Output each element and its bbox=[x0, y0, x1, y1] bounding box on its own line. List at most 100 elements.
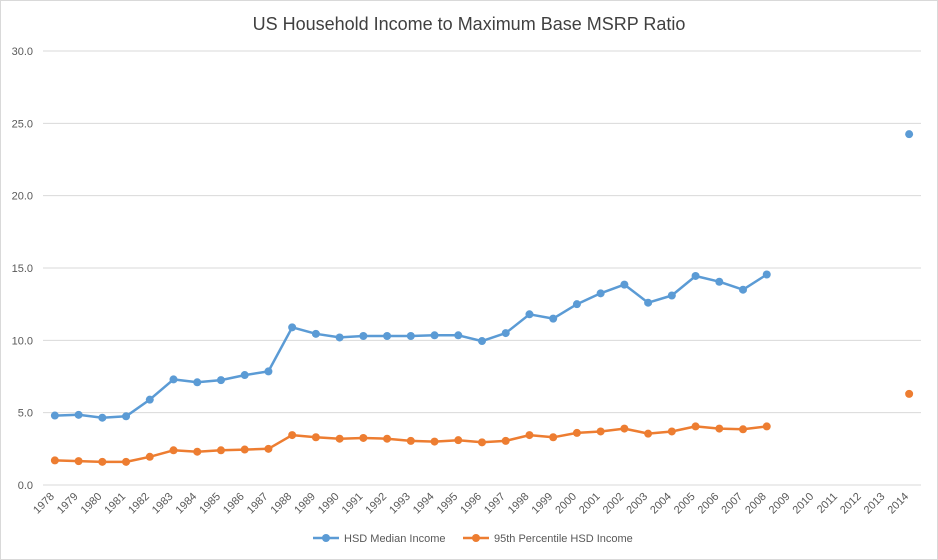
data-point bbox=[311, 329, 320, 338]
x-tick-label: 2002 bbox=[601, 491, 627, 517]
x-tick-label: 2007 bbox=[719, 491, 745, 517]
data-point bbox=[311, 433, 320, 442]
x-tick-label: 1979 bbox=[55, 491, 81, 517]
data-point bbox=[620, 280, 629, 289]
data-point bbox=[596, 289, 605, 298]
data-point bbox=[454, 331, 463, 340]
data-point bbox=[525, 310, 534, 319]
data-point bbox=[264, 367, 273, 376]
data-point bbox=[762, 270, 771, 279]
data-point bbox=[406, 331, 415, 340]
chart-title: US Household Income to Maximum Base MSRP… bbox=[253, 14, 686, 34]
x-tick-label: 1995 bbox=[435, 491, 461, 517]
data-point bbox=[691, 271, 700, 280]
series-2 bbox=[50, 389, 914, 466]
data-point bbox=[762, 422, 771, 431]
y-tick-label: 0.0 bbox=[18, 480, 33, 492]
data-point bbox=[501, 436, 510, 445]
data-point bbox=[667, 291, 676, 300]
legend-label: 95th Percentile HSD Income bbox=[494, 533, 633, 545]
data-point bbox=[691, 422, 700, 431]
data-point bbox=[145, 395, 154, 404]
x-axis-ticks: 1978197919801981198219831984198519861987… bbox=[31, 491, 911, 517]
legend-marker bbox=[322, 534, 330, 542]
data-point bbox=[644, 429, 653, 438]
data-point bbox=[739, 425, 748, 434]
data-point bbox=[478, 438, 486, 447]
data-point bbox=[572, 428, 581, 437]
x-tick-label: 2013 bbox=[862, 491, 888, 517]
legend-item: 95th Percentile HSD Income bbox=[463, 533, 633, 545]
data-point bbox=[454, 436, 463, 445]
data-point bbox=[905, 130, 914, 139]
data-point bbox=[359, 433, 368, 442]
x-tick-label: 1978 bbox=[31, 491, 57, 517]
data-point bbox=[50, 411, 59, 420]
series-1 bbox=[50, 130, 914, 422]
data-point bbox=[50, 456, 59, 465]
x-tick-label: 2012 bbox=[838, 491, 864, 517]
x-tick-label: 1999 bbox=[530, 491, 556, 517]
x-tick-label: 1990 bbox=[316, 491, 342, 517]
x-tick-label: 1982 bbox=[126, 491, 152, 517]
data-point bbox=[335, 333, 344, 342]
data-point bbox=[193, 447, 202, 456]
data-point bbox=[739, 285, 748, 294]
data-point bbox=[122, 457, 131, 466]
data-point bbox=[335, 434, 344, 443]
data-point bbox=[430, 437, 439, 446]
data-point bbox=[667, 427, 676, 436]
data-point bbox=[74, 410, 83, 419]
data-point bbox=[549, 433, 558, 442]
y-tick-label: 30.0 bbox=[12, 46, 33, 58]
data-point bbox=[383, 331, 392, 340]
y-axis-ticks: 0.0 5.0 10.0 15.0 20.0 25.0 30.0 bbox=[12, 46, 33, 492]
y-tick-label: 15.0 bbox=[12, 263, 33, 275]
x-tick-label: 1997 bbox=[482, 491, 508, 517]
data-point bbox=[359, 331, 368, 340]
legend: HSD Median Income 95th Percentile HSD Inc… bbox=[313, 533, 633, 545]
x-tick-label: 1983 bbox=[150, 491, 176, 517]
x-tick-label: 1988 bbox=[268, 491, 294, 517]
data-point bbox=[501, 329, 510, 338]
data-point bbox=[715, 277, 724, 286]
y-tick-label: 20.0 bbox=[12, 191, 33, 203]
data-point bbox=[98, 457, 107, 466]
data-point bbox=[383, 434, 392, 443]
x-tick-label: 1998 bbox=[506, 491, 532, 517]
data-point bbox=[406, 436, 415, 445]
series-line bbox=[54, 273, 768, 419]
x-tick-label: 2010 bbox=[791, 491, 817, 517]
data-point bbox=[240, 371, 249, 380]
x-tick-label: 1986 bbox=[221, 491, 247, 517]
x-tick-label: 2003 bbox=[624, 491, 650, 517]
x-tick-label: 1991 bbox=[340, 491, 366, 517]
x-tick-label: 1992 bbox=[363, 491, 389, 517]
x-tick-label: 2009 bbox=[767, 491, 793, 517]
legend-item: HSD Median Income bbox=[313, 533, 446, 545]
data-point bbox=[288, 323, 297, 332]
y-tick-label: 5.0 bbox=[18, 408, 33, 420]
data-point bbox=[169, 446, 178, 455]
x-tick-label: 1993 bbox=[387, 491, 413, 517]
x-tick-label: 2005 bbox=[672, 491, 698, 517]
data-point bbox=[525, 431, 534, 440]
data-point bbox=[644, 298, 653, 307]
x-tick-label: 1989 bbox=[292, 491, 318, 517]
data-point bbox=[240, 445, 249, 454]
legend-marker bbox=[472, 534, 480, 542]
data-point bbox=[478, 337, 486, 346]
x-tick-label: 2004 bbox=[648, 491, 674, 517]
data-point bbox=[430, 331, 439, 340]
data-point bbox=[620, 424, 629, 433]
x-tick-label: 2006 bbox=[696, 491, 722, 517]
x-tick-label: 1985 bbox=[197, 491, 223, 517]
x-tick-label: 2000 bbox=[553, 491, 579, 517]
y-tick-label: 10.0 bbox=[12, 335, 33, 347]
x-tick-label: 1981 bbox=[102, 491, 128, 517]
x-tick-label: 1994 bbox=[411, 491, 437, 517]
data-point bbox=[216, 446, 225, 455]
x-tick-label: 1984 bbox=[174, 491, 200, 517]
data-point bbox=[715, 424, 724, 433]
